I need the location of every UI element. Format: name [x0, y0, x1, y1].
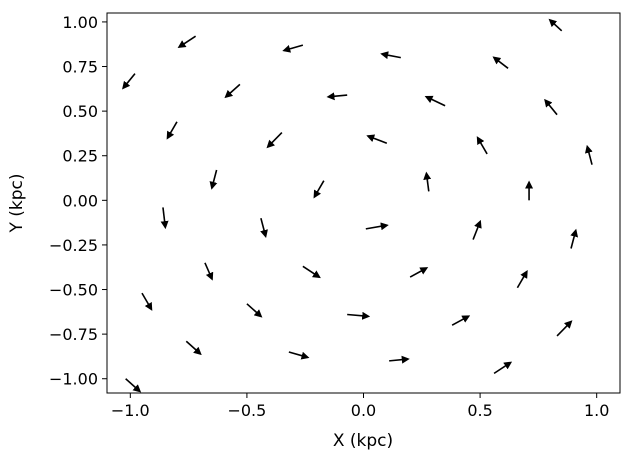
quiver-arrow [302, 265, 321, 279]
quiver-arrow [476, 136, 488, 155]
quiver-arrow [389, 355, 410, 364]
x-axis-label: X (kpc) [333, 431, 393, 451]
plot-area [106, 12, 621, 394]
quiver-arrow [266, 131, 283, 149]
quiver-arrow [260, 217, 268, 238]
x-tick-label: −0.5 [227, 401, 266, 420]
quiver-arrow [409, 267, 429, 278]
y-tick-label: −0.25 [49, 236, 98, 255]
quiver-arrow [451, 315, 471, 326]
quiver-arrow [209, 169, 218, 190]
quiver-arrow [544, 98, 558, 116]
quiver-arrow [246, 303, 263, 318]
y-tick-label: 0.50 [62, 102, 98, 121]
quiver-arrow [472, 219, 482, 240]
quiver-arrow [347, 311, 371, 320]
x-tick-label: −1.0 [111, 401, 150, 420]
x-tick-label: 1.0 [584, 401, 609, 420]
quiver-arrow [122, 73, 136, 90]
quiver-arrow [224, 83, 241, 99]
quiver-arrow [313, 180, 325, 199]
quiver-arrow [492, 56, 509, 69]
quiver-arrow [125, 378, 142, 393]
x-ticks: −1.0 −0.5 0.0 0.5 1.0 [111, 393, 609, 420]
y-tick-label: 0.25 [62, 147, 98, 166]
quiver-arrow [204, 262, 214, 281]
quiver-arrow [326, 92, 348, 101]
y-tick-label: 1.00 [62, 13, 98, 32]
y-tick-label: −0.50 [49, 281, 98, 300]
quiver-arrow [366, 134, 388, 144]
quiver-arrow [160, 207, 169, 230]
y-tick-label: −1.00 [49, 370, 98, 389]
y-axis-label: Y (kpc) [7, 173, 27, 233]
quiver-arrow [365, 222, 389, 231]
quiver-arrow [423, 171, 432, 192]
quiver-arrow [177, 35, 197, 48]
quiver-arrow [424, 95, 446, 107]
quiver-arrow [166, 121, 178, 140]
quiver-arrow [548, 18, 563, 32]
quiver-arrow [141, 292, 153, 311]
x-tick-label: 0.5 [467, 401, 492, 420]
quiver-arrow [380, 51, 401, 60]
quiver-arrow [556, 320, 573, 337]
y-tick-label: 0.00 [62, 191, 98, 210]
x-tick-label: 0.0 [351, 401, 376, 420]
y-tick-label: 0.75 [62, 58, 98, 77]
quiver-arrow [288, 351, 310, 360]
quiver-arrow [493, 361, 513, 375]
quiver-arrow [516, 269, 528, 289]
quiver-arrow [282, 44, 304, 53]
y-tick-label: −0.75 [49, 325, 98, 344]
quiver-arrow [585, 144, 593, 165]
quiver-arrow [570, 228, 579, 249]
quiver-arrow [185, 340, 202, 356]
arrows-layer [122, 18, 593, 393]
y-ticks: 1.00 0.75 0.50 0.25 0.00 −0.25 −0.50 −0.75 −1.00 [49, 13, 107, 389]
